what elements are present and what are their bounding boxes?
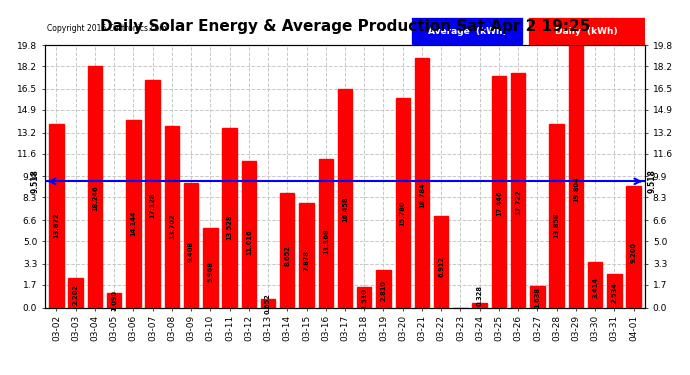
Text: 2.202: 2.202 <box>72 284 79 305</box>
Text: 1.090: 1.090 <box>111 291 117 312</box>
Text: 9.200: 9.200 <box>631 242 637 263</box>
Bar <box>146 80 160 308</box>
Bar <box>434 216 448 308</box>
Bar <box>492 76 506 308</box>
Text: 17.128: 17.128 <box>150 192 156 218</box>
Text: 8.652: 8.652 <box>284 246 290 266</box>
Text: 9.518: 9.518 <box>31 170 40 193</box>
Bar <box>88 66 102 308</box>
FancyBboxPatch shape <box>411 17 523 45</box>
Bar <box>319 159 333 308</box>
Bar <box>261 299 275 307</box>
FancyBboxPatch shape <box>528 17 645 45</box>
Bar <box>49 124 63 308</box>
Bar <box>338 89 352 308</box>
Bar <box>473 303 487 307</box>
Bar <box>607 274 622 308</box>
Bar <box>627 186 641 308</box>
Text: Daily Solar Energy & Average Production Sat Apr 2 19:25: Daily Solar Energy & Average Production … <box>100 19 590 34</box>
Bar <box>222 128 237 308</box>
Text: 16.458: 16.458 <box>342 196 348 222</box>
Text: 13.528: 13.528 <box>226 214 233 240</box>
Text: 1.638: 1.638 <box>534 287 540 308</box>
Text: 13.858: 13.858 <box>553 212 560 238</box>
Bar <box>549 124 564 308</box>
Text: 18.246: 18.246 <box>92 186 98 211</box>
Text: 14.144: 14.144 <box>130 210 137 236</box>
Bar <box>107 293 121 308</box>
Text: 3.414: 3.414 <box>592 277 598 298</box>
Bar <box>357 288 371 308</box>
Bar <box>511 72 525 308</box>
Bar <box>184 183 198 308</box>
Text: 11.016: 11.016 <box>246 229 252 255</box>
Bar <box>165 126 179 308</box>
Text: 18.784: 18.784 <box>419 183 425 208</box>
Text: Copyright 2016 Cartronics.com: Copyright 2016 Cartronics.com <box>47 24 166 33</box>
Bar <box>588 262 602 308</box>
Text: 19.804: 19.804 <box>573 177 579 202</box>
Text: 6.912: 6.912 <box>438 256 444 277</box>
Bar <box>203 228 217 308</box>
Bar <box>280 193 295 308</box>
Text: 9.408: 9.408 <box>188 241 194 262</box>
Bar <box>415 58 429 308</box>
Text: 0.652: 0.652 <box>265 293 271 314</box>
Text: 5.968: 5.968 <box>207 261 213 282</box>
Bar <box>530 286 544 308</box>
Text: 17.446: 17.446 <box>496 190 502 216</box>
Text: 2.534: 2.534 <box>611 282 618 303</box>
Text: 15.780: 15.780 <box>400 201 406 226</box>
Bar <box>126 120 141 308</box>
Text: 2.810: 2.810 <box>380 280 386 301</box>
Text: 0.328: 0.328 <box>477 285 483 306</box>
Text: 13.702: 13.702 <box>169 213 175 238</box>
Bar <box>68 278 83 308</box>
Bar <box>376 270 391 308</box>
Text: 9.518: 9.518 <box>647 170 656 193</box>
Text: 1.510: 1.510 <box>362 288 367 309</box>
Bar <box>569 45 583 308</box>
Text: 17.722: 17.722 <box>515 189 521 214</box>
Text: 7.878: 7.878 <box>304 250 310 271</box>
Bar <box>299 203 314 308</box>
Text: Daily  (kWh): Daily (kWh) <box>555 27 618 36</box>
Text: Average  (kWh): Average (kWh) <box>428 27 506 36</box>
Bar <box>395 98 410 308</box>
Text: 13.872: 13.872 <box>53 212 59 237</box>
Bar <box>241 162 256 308</box>
Text: 11.168: 11.168 <box>323 228 328 254</box>
